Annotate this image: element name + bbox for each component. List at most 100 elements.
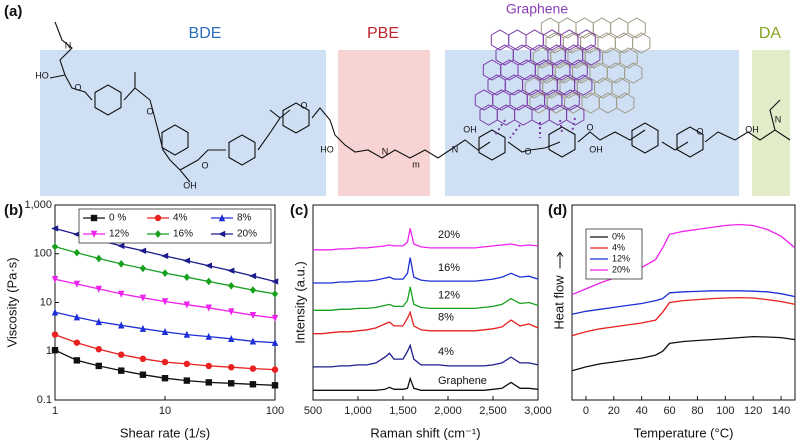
graphene-hexagon [592,17,612,39]
marker [73,231,81,238]
marker [118,260,125,268]
marker [183,301,191,309]
legend-label: 0% [612,231,625,241]
marker [271,382,279,389]
bde-region [40,50,326,196]
graphene-sheet [474,17,651,139]
marker [249,311,257,319]
legend-label: 16% [173,229,193,240]
region-label: BDE [189,25,222,42]
legend-label: 20% [612,264,630,274]
atom-label: O [74,82,81,92]
graphene-hexagon [569,59,588,81]
marker [51,347,59,354]
atom-label: OH [183,180,197,190]
marker [205,379,212,386]
y-tick-label: 10 [40,296,52,308]
series-label: 12% [438,289,460,301]
x-tick-label: 1,000 [344,405,372,417]
marker [73,280,81,288]
marker [139,247,147,254]
legend-label: 4% [173,213,188,224]
bde-region-2 [445,50,739,196]
marker [51,331,59,338]
marker [73,313,81,321]
marker [118,367,125,374]
graphene-hexagon [508,29,527,51]
series-line [313,257,539,284]
x-tick-label: 500 [304,405,322,417]
marker [95,346,102,353]
legend-label: 0 % [109,213,126,224]
benzene-rings [94,84,704,166]
marker [204,262,212,269]
marker [161,328,169,336]
benzene-ring [676,126,704,158]
y-tick-label: 0.1 [37,394,52,406]
series-line [313,376,539,391]
series-line [313,310,539,335]
marker [73,357,81,364]
marker [51,276,59,284]
x-tick-label: 10 [159,405,171,417]
series-label: 16% [438,262,460,274]
x-tick-label: 80 [691,405,703,417]
x-tick-label: 120 [744,405,762,417]
benzene-ring [631,122,659,154]
marker [117,242,125,250]
series-line [54,311,276,344]
marker [139,355,147,363]
atom-label: O [300,100,307,110]
y-tick-label: 1,000 [24,199,52,211]
graphene-hexagon [610,17,629,39]
marker [205,277,212,286]
atom-label: m [412,159,420,169]
x-tick-label: 140 [772,405,790,417]
marker [228,334,235,343]
x-tick-label: 100 [716,405,734,417]
backbone [49,21,791,183]
benzene-ring [282,102,310,134]
atom-label: N [65,40,72,50]
series-line [571,296,796,337]
marker [205,332,212,340]
interaction [571,117,576,133]
x-tick-label: 2,500 [479,405,507,417]
graphene-hexagon [525,29,544,51]
benzene-ring [161,124,189,156]
x-axis-label: Shear rate (1/s) [120,425,210,440]
marker [73,248,81,257]
atom-label: O [696,126,703,136]
interaction [494,119,506,136]
marker [183,273,191,282]
marker [90,230,98,238]
legend-label: 12% [612,253,630,263]
y-axis-label: Heat flow [551,275,566,330]
series-line [313,343,539,368]
marker [95,362,102,370]
marker [228,281,235,290]
marker [249,272,257,280]
atom-label: O [524,146,531,156]
region-label: Graphene [506,1,568,17]
marker [118,321,125,329]
benzene-ring [548,126,576,158]
atom-label: N [452,144,459,154]
x-tick-label: 3,000 [524,405,552,417]
marker [205,304,212,312]
y-tick-label: 1 [46,345,52,357]
series-line [313,286,539,311]
marker [183,377,191,384]
marker [161,298,169,306]
marker [228,308,235,316]
legend-label: 20% [237,229,257,240]
benzene-ring [228,134,256,166]
marker [95,318,102,326]
marker [271,314,279,322]
chart-panel: (d) 0 20 40 60 80 100 120 140 Temperature (°C) Hea… [548,202,796,440]
atom-label: HO [320,144,334,154]
atom-label: OH [745,124,759,134]
